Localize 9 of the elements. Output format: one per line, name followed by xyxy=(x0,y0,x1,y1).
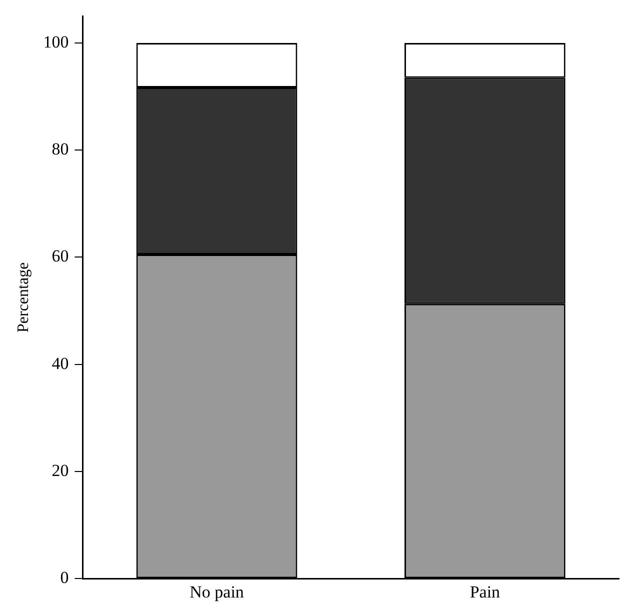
y-tick-label: 100 xyxy=(43,32,69,52)
x-tick-label: Pain xyxy=(470,582,501,602)
x-tick-label: No pain xyxy=(190,582,244,602)
y-tick-label: 80 xyxy=(52,140,69,159)
y-axis-title: Percentage xyxy=(14,262,32,332)
y-tick-label: 60 xyxy=(52,246,69,266)
y-tick-label: 0 xyxy=(60,568,69,588)
y-tick-label: 20 xyxy=(52,460,69,480)
y-tick-label: 40 xyxy=(52,354,69,373)
